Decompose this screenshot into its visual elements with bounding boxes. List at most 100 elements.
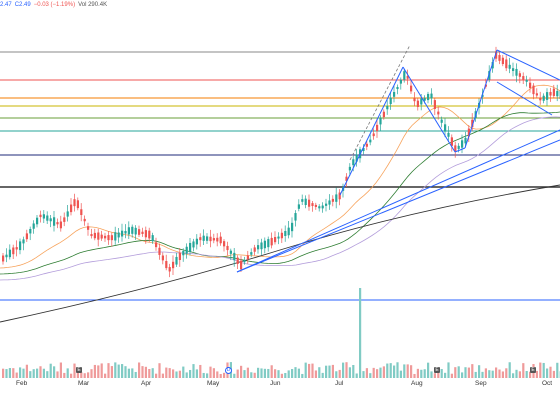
- candle-body: [172, 261, 175, 269]
- candle-body: [467, 128, 470, 137]
- candle-body: [430, 93, 433, 99]
- volume-bar: [76, 373, 79, 378]
- dividend-marker[interactable]: D: [225, 367, 232, 374]
- candle-body: [284, 230, 287, 236]
- volume-bar: [464, 367, 467, 378]
- volume-bar: [110, 366, 113, 378]
- candle-body: [437, 111, 440, 115]
- candle-body: [539, 97, 542, 101]
- candle-body: [406, 75, 409, 79]
- volume-bar: [175, 371, 178, 378]
- candle-body: [25, 233, 28, 240]
- volume-bar: [495, 367, 498, 378]
- candle-body: [532, 85, 535, 95]
- volume-bar: [121, 364, 124, 378]
- volume-bar: [481, 371, 484, 378]
- candle-body: [433, 100, 436, 109]
- volume-bar: [19, 367, 22, 378]
- volume-bar: [223, 372, 226, 378]
- candle-body: [209, 236, 212, 242]
- volume-bar: [416, 368, 419, 378]
- candle-body: [297, 204, 300, 209]
- volume-bar: [430, 371, 433, 378]
- volume-bar: [141, 366, 144, 378]
- volume-bar: [97, 365, 100, 378]
- candle-body: [36, 217, 39, 225]
- candle-body: [505, 59, 508, 69]
- candle-body: [199, 237, 202, 241]
- candle-body: [508, 64, 511, 69]
- volume-bar: [365, 368, 368, 378]
- trendline: [402, 66, 456, 153]
- candle-body: [19, 241, 22, 251]
- candle-body: [372, 133, 375, 137]
- candle-body: [552, 88, 555, 96]
- candle-body: [87, 226, 90, 230]
- earnings-marker[interactable]: E: [530, 367, 536, 373]
- candle-body: [348, 166, 351, 171]
- candle-body: [376, 124, 379, 132]
- candle-body: [246, 255, 249, 260]
- volume-bar: [393, 365, 396, 378]
- earnings-marker[interactable]: E: [434, 367, 440, 373]
- volume-bar: [325, 365, 328, 378]
- volume-bar: [2, 368, 5, 378]
- candle-body: [447, 132, 450, 137]
- earnings-marker[interactable]: E: [76, 367, 82, 373]
- volume-bar: [219, 373, 222, 378]
- candle-body: [263, 240, 266, 249]
- volume-bar: [161, 373, 164, 378]
- candle-body: [29, 228, 32, 234]
- candle-body: [117, 232, 120, 238]
- candle-body: [352, 159, 355, 166]
- volume-bar: [42, 368, 45, 378]
- time-axis-label: Apr: [141, 380, 152, 387]
- volume-bar: [192, 364, 195, 378]
- candle-body: [56, 222, 59, 225]
- candle-body: [63, 217, 66, 222]
- candle-body: [124, 230, 127, 234]
- candle-body: [542, 95, 545, 101]
- moving-average-orange: [0, 84, 560, 269]
- candle-body: [389, 97, 392, 105]
- volume-bar: [308, 363, 311, 378]
- volume-bar: [450, 373, 453, 378]
- volume-bar: [535, 370, 538, 378]
- volume-bar: [291, 369, 294, 378]
- candle-body: [178, 252, 181, 261]
- candle-body: [66, 211, 69, 217]
- horizontal-levels: [0, 51, 560, 301]
- candle-body: [253, 247, 256, 252]
- volume-bar: [301, 373, 304, 378]
- candle-body: [277, 236, 280, 239]
- candle-body: [454, 145, 457, 152]
- volume-bar: [165, 367, 168, 378]
- volume-bar: [444, 372, 447, 378]
- volume-bar: [53, 366, 56, 378]
- volume-bar: [25, 364, 28, 378]
- moving-average-long: [0, 184, 560, 323]
- candle-body: [413, 98, 416, 102]
- candle-body: [114, 232, 117, 241]
- volume-bar: [512, 373, 515, 378]
- candle-body: [355, 154, 358, 162]
- volume-bar: [420, 369, 423, 378]
- candle-body: [39, 214, 42, 218]
- volume-bar: [389, 363, 392, 378]
- candle-body: [53, 217, 56, 226]
- candle-body: [420, 98, 423, 105]
- candle-body: [107, 235, 110, 241]
- volume-bar: [345, 362, 348, 378]
- candle-body: [529, 82, 532, 89]
- trendline: [464, 49, 498, 149]
- candle-body: [403, 71, 406, 80]
- candle-body: [161, 255, 164, 261]
- candle-body: [308, 199, 311, 207]
- volume-bar: [253, 372, 256, 378]
- volume-bar: [80, 372, 83, 378]
- candles: [2, 46, 560, 278]
- candle-body: [379, 117, 382, 125]
- candle-body: [260, 242, 263, 250]
- candle-body: [243, 260, 246, 263]
